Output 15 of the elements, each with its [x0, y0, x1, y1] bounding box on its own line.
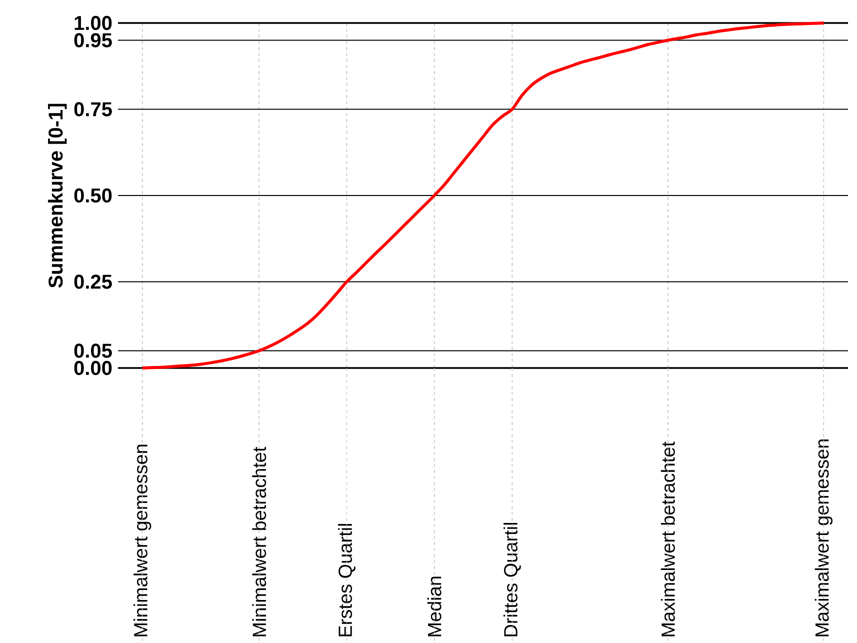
y-tick-label: 0.00	[74, 360, 112, 376]
x-tick-label: Minimalwert gemessen	[133, 444, 152, 636]
y-tick-label: 0.05	[74, 344, 112, 358]
x-tick-label: Erstes Quartil	[338, 524, 356, 636]
x-tick-label: Drittes Quartil	[504, 522, 521, 636]
y-tick-label: 0.75	[74, 102, 112, 116]
x-tick-label: Maximalwert betrachtet	[660, 442, 675, 636]
x-tick-label: Maximalwert gemessen	[814, 440, 833, 636]
y-tick-label: 0.95	[74, 33, 112, 48]
x-tick-label: Minimalwert betrachtet	[252, 446, 266, 636]
x-tick-label: Median	[427, 576, 442, 636]
y-tick-label: 0.25	[74, 274, 112, 289]
y-axis-title: Summenkurve [0-1]	[48, 104, 67, 288]
y-tick-label: 1.00	[74, 16, 112, 30]
y-tick-label: 0.50	[74, 188, 112, 203]
